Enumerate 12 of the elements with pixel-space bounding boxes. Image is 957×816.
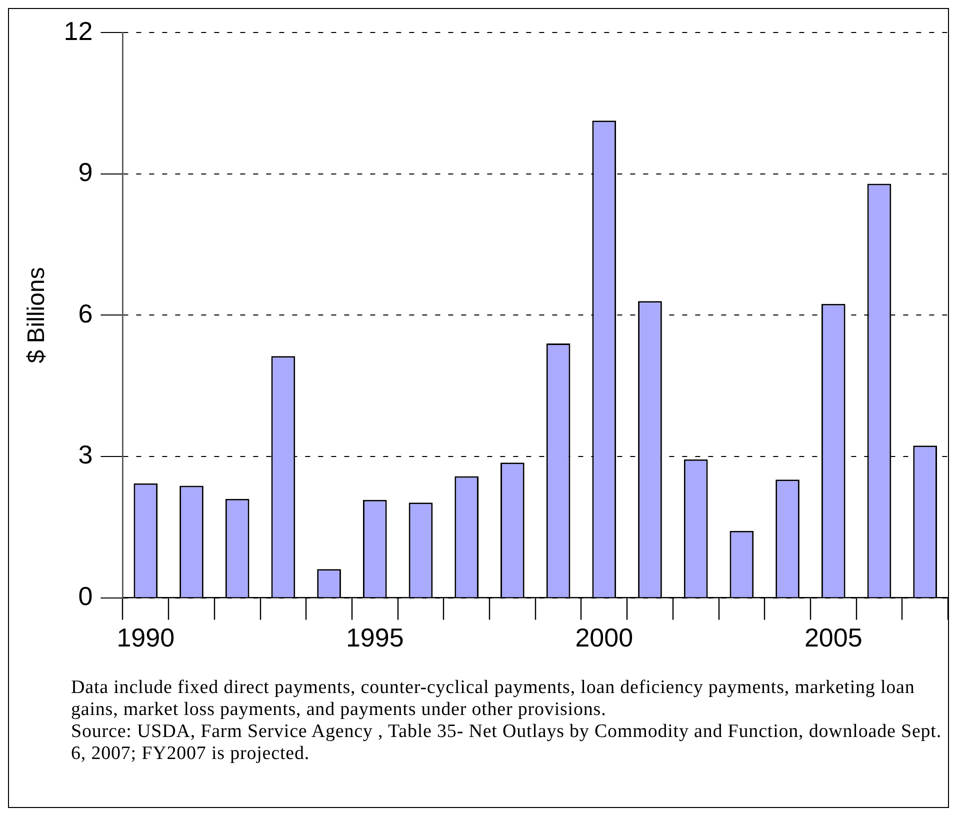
x-tick-label: 1995 <box>346 622 404 653</box>
x-tick-label: 2000 <box>575 622 634 653</box>
source-note: Source: USDA, Farm Service Agency , Table 35- Net Outlays by Commodity and Function, downloade Sept. 6, 2007; FY2007 is projected. <box>71 721 943 765</box>
y-tick-label: 12 <box>64 16 93 46</box>
y-tick-label: 3 <box>78 440 93 470</box>
y-tick-label: 0 <box>78 580 93 611</box>
x-tick-label: 1990 <box>116 622 175 653</box>
y-axis-title: $ Billions <box>23 267 50 364</box>
text: Data include fixed direct payments, counter-cyclical payments, loan deficiency payments, marketing loan gains, market loss payments, and payments under other provisions. <box>71 677 916 721</box>
x-tick-label: 2005 <box>804 622 862 653</box>
y-tick-label: 6 <box>78 298 93 328</box>
y-tick-label: 9 <box>78 157 93 188</box>
